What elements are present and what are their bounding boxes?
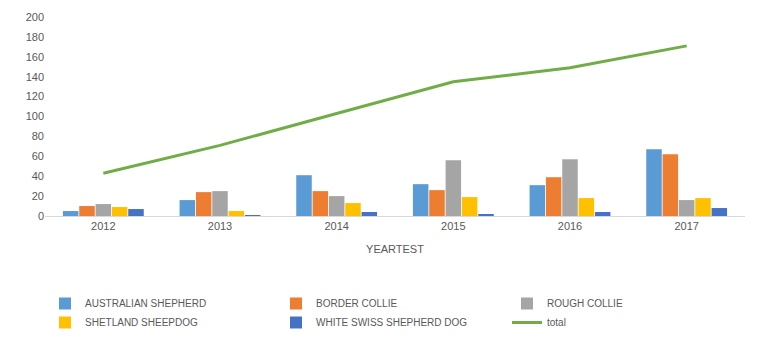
svg-text:ROUGH COLLIE: ROUGH COLLIE: [547, 298, 623, 309]
svg-text:WHITE SWISS SHEPHERD DOG: WHITE SWISS SHEPHERD DOG: [316, 317, 467, 328]
svg-text:2014: 2014: [324, 220, 348, 232]
svg-text:160: 160: [26, 51, 44, 63]
svg-text:2013: 2013: [208, 220, 232, 232]
svg-text:2015: 2015: [441, 220, 465, 232]
svg-text:SHETLAND SHEEPDOG: SHETLAND SHEEPDOG: [85, 317, 198, 328]
svg-text:140: 140: [26, 71, 44, 83]
svg-text:180: 180: [26, 31, 44, 43]
svg-text:BORDER COLLIE: BORDER COLLIE: [316, 298, 397, 309]
svg-text:80: 80: [32, 130, 44, 142]
svg-text:0: 0: [38, 210, 44, 222]
svg-text:YEARTEST: YEARTEST: [366, 243, 424, 255]
svg-text:100: 100: [26, 110, 44, 122]
svg-text:2016: 2016: [558, 220, 582, 232]
svg-text:2017: 2017: [674, 220, 698, 232]
svg-text:AUSTRALIAN SHEPHERD: AUSTRALIAN SHEPHERD: [85, 298, 206, 309]
svg-text:total: total: [547, 317, 566, 328]
svg-text:200: 200: [26, 11, 44, 23]
svg-text:2012: 2012: [91, 220, 115, 232]
svg-text:60: 60: [32, 150, 44, 162]
svg-text:20: 20: [32, 190, 44, 202]
svg-text:40: 40: [32, 170, 44, 182]
svg-text:120: 120: [26, 90, 44, 102]
